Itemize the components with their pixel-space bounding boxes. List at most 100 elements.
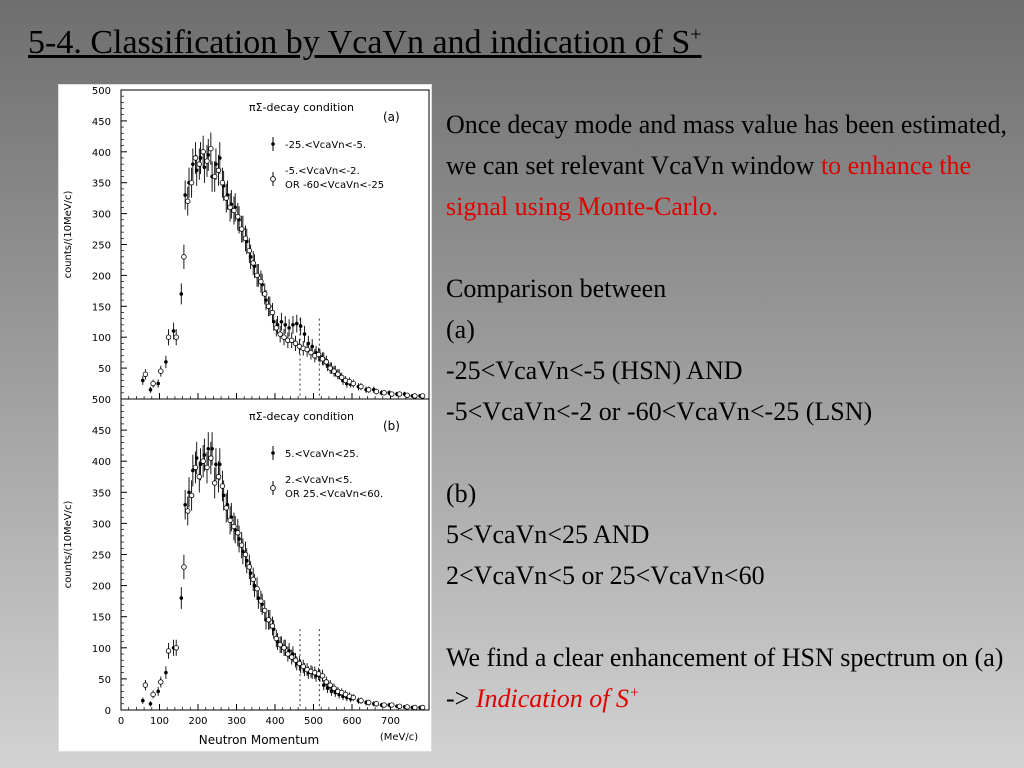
y-tick-label: 250 xyxy=(92,551,111,562)
data-point-open xyxy=(219,179,226,186)
case-b-label: (b) xyxy=(446,479,477,508)
data-point-open xyxy=(396,391,403,397)
data-point-open xyxy=(258,598,264,604)
data-point-open xyxy=(208,455,214,461)
data-point-open xyxy=(250,576,256,583)
data-point-open xyxy=(215,474,222,480)
legend-marker-filled-dot xyxy=(271,451,275,455)
data-point-filled xyxy=(295,321,299,326)
intro-text: Once decay mode and mass value has been … xyxy=(446,110,1007,180)
data-point-open xyxy=(196,474,202,480)
data-point-filled xyxy=(148,701,153,706)
data-point-filled xyxy=(191,162,195,166)
data-point-open xyxy=(323,359,330,365)
data-point-open xyxy=(158,679,164,685)
slide-title-text: 5-4. Classification by VcaVn and indicat… xyxy=(28,24,691,61)
y-tick-label: 350 xyxy=(92,488,111,499)
data-point-open xyxy=(331,685,337,691)
data-point-open xyxy=(158,368,164,374)
data-point-open xyxy=(373,388,380,395)
data-point-open xyxy=(273,325,279,331)
y-tick-label: 100 xyxy=(92,644,111,655)
data-point-open xyxy=(231,523,237,530)
data-point-open xyxy=(192,155,199,161)
data-point-open xyxy=(285,651,291,657)
data-point-open xyxy=(412,393,418,399)
x-tick-label: 700 xyxy=(381,716,400,727)
conclusion-superscript: + xyxy=(628,684,640,702)
data-point-open xyxy=(238,542,245,548)
data-point-open xyxy=(296,660,303,667)
data-point-open xyxy=(404,704,410,710)
y-tick-label: 150 xyxy=(92,613,111,624)
data-point-filled xyxy=(183,502,187,507)
data-point-open xyxy=(319,356,326,362)
data-point-open xyxy=(173,645,179,651)
data-point-open xyxy=(192,464,199,471)
x-tick-label: 500 xyxy=(304,716,323,727)
data-point-open xyxy=(381,702,387,708)
comparison-heading: Comparison between xyxy=(446,274,667,303)
panel-label: (a) xyxy=(383,110,400,124)
data-point-filled xyxy=(287,326,291,330)
legend-entry: 2.<VcaVn<5. xyxy=(285,475,353,486)
y-axis-label: counts/(10MeV/c) xyxy=(63,501,74,589)
data-point-open xyxy=(211,480,218,486)
y-tick-label: 300 xyxy=(92,519,111,530)
conclusion-highlight-text: Indication of S xyxy=(475,684,629,713)
data-point-filled xyxy=(283,323,288,327)
data-point-open xyxy=(181,564,187,570)
data-point-open xyxy=(211,173,218,180)
legend-marker-filled-dot xyxy=(271,142,275,146)
x-tick-label: 100 xyxy=(150,716,169,727)
case-a-line2: -5<VcaVn<-2 or -60<VcaVn<-25 (LSN) xyxy=(446,397,873,426)
data-point-filled xyxy=(291,323,295,327)
legend-entry: -25.<VcaVn<-5. xyxy=(285,140,366,151)
data-point-open xyxy=(389,702,395,708)
data-point-open xyxy=(358,697,364,704)
data-point-open xyxy=(381,390,387,396)
y-tick-label: 200 xyxy=(92,582,111,593)
y-axis-label: counts/(10MeV/c) xyxy=(63,191,74,279)
case-b-line1: 5<VcaVn<25 AND xyxy=(446,520,650,549)
data-point-open xyxy=(165,334,172,340)
y-tick-label: 0 xyxy=(105,706,111,717)
data-point-filled xyxy=(156,381,160,386)
data-point-open xyxy=(242,235,249,242)
legend-entry: OR -60<VcaVn<-25 xyxy=(285,180,384,191)
data-point-filled xyxy=(179,596,184,600)
y-tick-label: 200 xyxy=(92,271,111,282)
data-point-open xyxy=(288,654,295,660)
data-point-open xyxy=(308,349,314,356)
data-point-open xyxy=(327,365,333,371)
data-point-filled xyxy=(187,490,191,495)
condition-label: πΣ-decay condition xyxy=(249,410,354,423)
y-tick-label: 250 xyxy=(92,241,111,252)
data-point-open xyxy=(262,607,268,614)
data-point-open xyxy=(350,380,356,387)
data-point-filled xyxy=(148,387,153,392)
data-point-open xyxy=(173,334,179,340)
data-point-open xyxy=(269,623,276,629)
slide-body: Once decay mode and mass value has been … xyxy=(446,104,1016,719)
x-tick-label: 300 xyxy=(227,716,246,727)
data-point-open xyxy=(300,663,306,670)
figure-panel: 50 100 150 200 250 300 350 400 450 500 counts/(10M… xyxy=(58,84,432,752)
data-point-open xyxy=(366,699,372,706)
case-a-label: (a) xyxy=(446,315,475,344)
data-point-filled xyxy=(179,292,184,296)
conclusion-highlight: Indication of S+ xyxy=(476,684,640,713)
data-point-open xyxy=(258,278,264,285)
data-point-filled xyxy=(141,378,145,383)
condition-label: πΣ-decay condition xyxy=(249,101,354,114)
legend-marker-open-dot xyxy=(270,485,276,491)
y-tick-label: 150 xyxy=(92,302,111,313)
data-point-open xyxy=(235,213,241,220)
y-tick-label: 400 xyxy=(92,148,111,159)
data-point-open xyxy=(238,226,245,232)
case-a-line1: -25<VcaVn<-5 (HSN) AND xyxy=(446,356,743,385)
data-point-filled xyxy=(141,698,145,703)
data-point-filled xyxy=(321,683,326,687)
data-point-filled xyxy=(329,689,334,694)
legend-entry: OR 25.<VcaVn<60. xyxy=(285,489,383,500)
